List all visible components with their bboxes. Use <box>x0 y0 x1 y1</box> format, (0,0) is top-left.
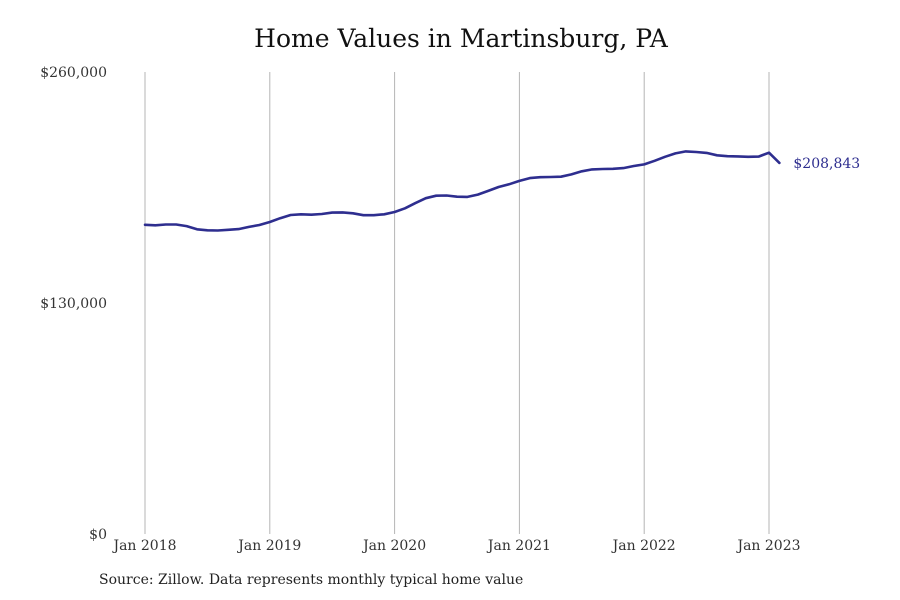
data-point <box>570 173 573 176</box>
data-point <box>425 197 427 199</box>
data-point <box>362 214 365 216</box>
data-point <box>269 221 271 223</box>
data-point <box>601 168 604 170</box>
data-point <box>456 195 458 198</box>
data-point <box>373 214 375 216</box>
data-point <box>185 225 188 227</box>
data-point <box>445 194 448 197</box>
x-tick-label: Jan 2023 <box>735 538 800 554</box>
data-point <box>726 155 729 157</box>
chart-title: Home Values in Martinsburg, PA <box>254 24 668 53</box>
data-point <box>737 155 739 158</box>
data-point <box>144 224 146 226</box>
data-point <box>404 207 406 210</box>
y-tick-label: $0 <box>89 527 107 543</box>
data-point <box>518 180 521 182</box>
data-point <box>331 211 334 214</box>
data-point <box>549 176 552 178</box>
data-point <box>393 211 396 213</box>
data-point <box>154 224 157 227</box>
data-point <box>300 213 302 216</box>
data-point <box>560 175 562 178</box>
data-point <box>352 212 354 215</box>
data-point <box>664 156 666 158</box>
end-value-label: $208,843 <box>793 156 860 172</box>
data-point <box>248 226 250 228</box>
data-point <box>591 168 593 171</box>
data-point <box>279 217 282 219</box>
data-point <box>487 190 490 192</box>
source-note: Source: Zillow. Data represents monthly … <box>99 572 524 588</box>
x-axis-ticks: Jan 2018 Jan 2019 Jan 2020 Jan 2021 Jan 2022… <box>111 538 800 554</box>
data-point <box>622 167 625 169</box>
data-point <box>695 151 697 153</box>
data-point <box>497 186 500 188</box>
data-point <box>674 152 677 155</box>
data-point <box>237 228 240 230</box>
data-point <box>612 168 614 170</box>
data-point <box>643 163 645 166</box>
grid-layer <box>144 72 770 534</box>
data-point <box>529 177 531 179</box>
data-point <box>466 196 469 198</box>
data-point <box>757 155 760 158</box>
y-tick-label: $260,000 <box>40 65 107 81</box>
data-point <box>685 150 687 153</box>
data-point <box>341 211 344 214</box>
data-point <box>633 165 635 167</box>
data-point <box>321 213 323 215</box>
data-point <box>768 151 770 154</box>
x-tick-label: Jan 2021 <box>486 538 551 554</box>
series-line <box>143 150 781 232</box>
data-point <box>581 170 583 173</box>
data-point <box>747 156 749 158</box>
data-point <box>539 176 541 178</box>
data-point <box>477 193 479 196</box>
data-point <box>175 223 177 226</box>
data-point <box>508 183 510 186</box>
data-point <box>705 152 708 154</box>
data-point <box>289 214 292 216</box>
data-point <box>414 202 417 204</box>
x-tick-label: Jan 2019 <box>236 538 301 554</box>
data-point <box>778 162 781 164</box>
data-point <box>227 229 229 231</box>
x-tick-label: Jan 2020 <box>361 538 426 554</box>
x-tick-label: Jan 2018 <box>111 538 176 554</box>
data-point <box>435 194 438 197</box>
y-axis-ticks: $0 $130,000 $260,000 <box>40 65 107 543</box>
data-point <box>165 223 167 226</box>
y-tick-label: $130,000 <box>40 296 107 312</box>
data-point <box>217 229 219 232</box>
data-point <box>196 228 198 231</box>
x-tick-label: Jan 2022 <box>611 538 676 554</box>
data-point <box>383 213 386 216</box>
data-point <box>716 154 718 157</box>
data-point <box>258 224 261 226</box>
data-point <box>310 213 313 216</box>
line-layer <box>143 150 781 232</box>
data-point <box>206 229 209 232</box>
data-point <box>653 160 656 162</box>
